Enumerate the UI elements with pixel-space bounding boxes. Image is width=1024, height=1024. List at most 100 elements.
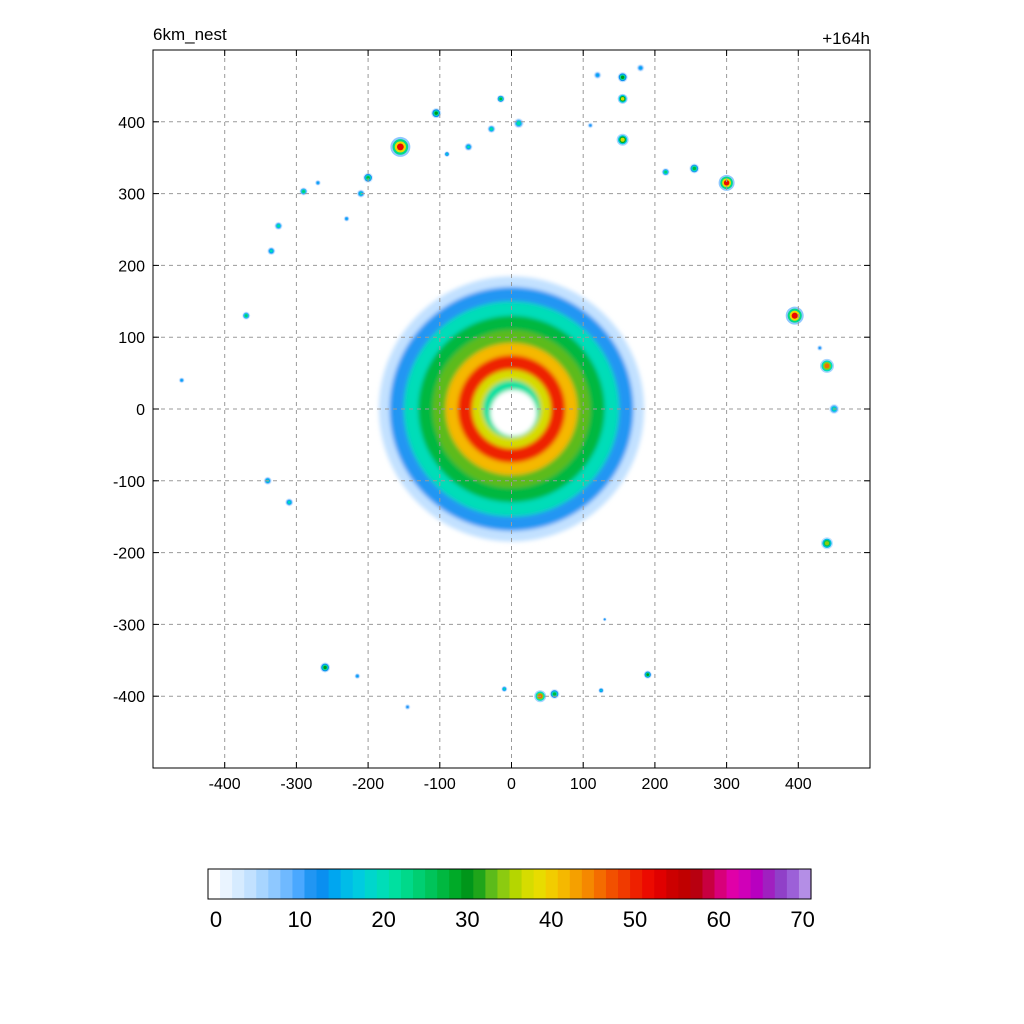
cell-level	[692, 166, 697, 171]
convective-cell	[285, 498, 294, 507]
colorbar-swatch	[328, 869, 342, 899]
convective-cell	[242, 311, 251, 320]
reflectivity-field	[178, 63, 840, 710]
y-tick-label: -300	[113, 617, 145, 634]
colorbar-swatch	[352, 869, 366, 899]
panel-title-right: +164h	[822, 29, 870, 48]
x-tick-label: -200	[352, 776, 384, 793]
x-tick-label: 100	[570, 776, 597, 793]
convective-cell	[819, 358, 834, 373]
storm-eye	[490, 390, 537, 436]
convective-cell	[513, 118, 524, 129]
colorbar-tick-label: 0	[210, 907, 222, 932]
x-tick-label: 300	[713, 776, 740, 793]
colorbar-swatch	[557, 869, 571, 899]
y-tick-label: 200	[118, 258, 145, 275]
cell-level	[396, 143, 404, 151]
colorbar-swatch	[521, 869, 535, 899]
convective-cell	[501, 686, 508, 693]
colorbar-swatch	[280, 869, 294, 899]
y-tick-label: -400	[113, 689, 145, 706]
colorbar-swatch	[642, 869, 655, 899]
convective-cell	[785, 306, 804, 325]
colorbar-swatch	[376, 869, 390, 899]
colorbar-swatch	[618, 869, 631, 899]
cell-level	[180, 379, 183, 382]
y-tick-label: 0	[136, 402, 145, 419]
cell-level	[589, 124, 592, 127]
x-tick-label: 400	[785, 776, 812, 793]
cell-level	[490, 127, 493, 131]
y-tick-label: -100	[113, 474, 145, 491]
colorbar-swatch	[304, 869, 318, 899]
convective-cell	[431, 108, 442, 119]
cell-level	[503, 688, 506, 691]
cell-level	[434, 111, 438, 115]
colorbar-swatch	[232, 869, 245, 899]
convective-cell	[636, 63, 645, 72]
cell-level	[603, 618, 606, 621]
colorbar-swatch	[437, 869, 450, 899]
colorbar-swatch	[364, 869, 378, 899]
convective-cell	[617, 93, 628, 104]
cell-level	[359, 192, 363, 195]
convective-cell	[363, 172, 374, 183]
colorbar-swatch	[220, 869, 233, 899]
x-tick-label: 200	[642, 776, 669, 793]
colorbar-swatch	[605, 869, 619, 899]
y-tick-label: 100	[118, 330, 145, 347]
convective-cell	[617, 72, 628, 83]
cell-level	[791, 312, 798, 319]
colorbar-frame	[207, 868, 812, 900]
y-axis: -400 -300 -200 -100 0 100 200 300 400	[113, 115, 870, 706]
colorbar-swatch	[545, 869, 559, 899]
colorbar-swatch	[425, 869, 438, 899]
colorbar-swatch	[461, 869, 474, 899]
convective-cell	[274, 221, 283, 230]
colorbar-tick-label: 60	[707, 907, 731, 932]
colorbar-swatch	[244, 869, 257, 899]
cell-level	[287, 500, 291, 504]
colorbar-swatch	[509, 869, 523, 899]
cell-level	[406, 705, 409, 708]
convective-cell	[443, 151, 450, 158]
convective-cell	[356, 189, 365, 198]
convective-cell	[689, 163, 700, 174]
colorbar-swatch	[268, 869, 281, 899]
convective-cell	[496, 94, 505, 103]
cell-level	[620, 75, 625, 79]
cell-level	[467, 145, 470, 149]
convective-cell	[178, 377, 185, 384]
cell-level	[620, 97, 625, 101]
colorbar-tick-label: 30	[455, 907, 479, 932]
colorbar-tick-label: 50	[623, 907, 647, 932]
convective-cell	[390, 136, 411, 157]
convective-cell	[616, 133, 629, 146]
colorbar-swatch	[654, 869, 667, 899]
colorbar-swatch	[449, 869, 462, 899]
colorbar-swatch	[786, 869, 800, 899]
colorbar-swatch	[714, 869, 728, 899]
colorbar-swatch	[762, 869, 776, 899]
colorbar	[207, 868, 812, 900]
colorbar-tick-label: 10	[288, 907, 312, 932]
colorbar-swatch	[388, 869, 402, 899]
convective-cell	[354, 673, 361, 680]
convective-cell	[643, 670, 652, 679]
colorbar-swatch	[666, 869, 679, 899]
colorbar-swatch	[774, 869, 788, 899]
cell-level	[552, 692, 557, 696]
colorbar-swatch	[750, 869, 764, 899]
convective-cell	[343, 215, 350, 222]
x-tick-label: -400	[209, 776, 241, 793]
colorbar-swatch	[208, 869, 221, 899]
convective-cell	[464, 142, 473, 151]
colorbar-swatch	[485, 869, 499, 899]
storm-system	[378, 276, 645, 542]
y-tick-label: -200	[113, 546, 145, 563]
convective-cell	[320, 662, 331, 673]
colorbar-swatch	[738, 869, 752, 899]
cell-level	[600, 689, 603, 692]
cell-level	[723, 180, 730, 186]
